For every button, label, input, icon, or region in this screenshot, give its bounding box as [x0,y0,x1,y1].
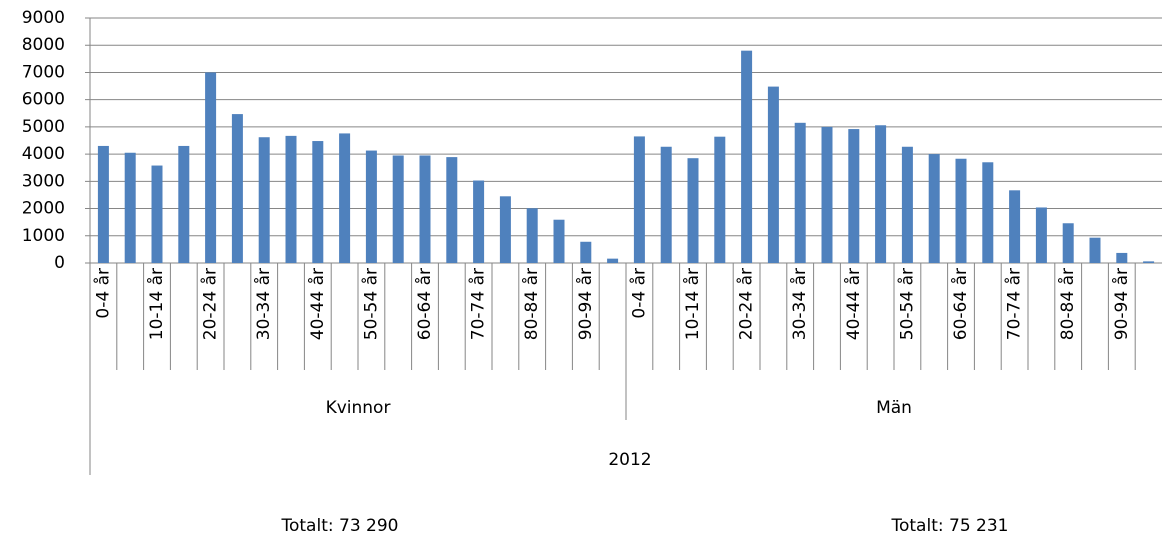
bar [446,157,458,263]
group-label: Kvinnor [326,398,391,418]
bar [955,158,967,263]
bar [124,152,136,263]
x-tick-label: 30-34 år [789,268,810,340]
x-tick-label: 50-54 år [360,268,381,340]
y-tick-label: 5000 [22,117,65,137]
y-tick-label: 0 [54,253,65,273]
bar [660,146,672,263]
bar [312,141,324,263]
bar [901,146,913,263]
x-tick-label: 30-34 år [253,268,274,340]
bar [741,50,753,263]
bar [499,196,511,263]
y-tick-label: 2000 [22,199,65,219]
x-tick-label: 80-84 år [1057,268,1078,340]
x-tick-label: 0-4 år [628,268,649,319]
bar [767,86,779,263]
annotation: Totalt: 73 290 [281,516,399,536]
x-tick-label: 60-64 år [950,268,971,340]
x-tick-label: 10-14 år [146,268,167,340]
y-tick-label: 1000 [22,226,65,246]
bar [205,72,217,263]
bar [392,155,404,263]
bar [178,145,190,263]
bar [1009,190,1021,263]
bar [928,154,940,263]
bar [365,150,377,263]
x-tick-label: 20-24 år [200,268,221,340]
bar [151,165,163,263]
bar [633,136,645,263]
bar [848,129,860,263]
x-tick-label: 20-24 år [736,268,757,340]
x-tick-label: 90-94 år [575,268,596,340]
bar [97,145,109,263]
bar [821,126,833,263]
bar [419,155,431,263]
bar [285,135,297,263]
x-tick-label: 50-54 år [896,268,917,340]
bar [875,125,887,263]
y-tick-label: 6000 [22,90,65,110]
bar [794,122,806,263]
bar [258,137,270,263]
bar [339,133,351,263]
bar [1116,252,1128,263]
x-tick-label: 70-74 år [468,268,489,340]
x-tick-label: 60-64 år [414,268,435,340]
x-tick-label: 10-14 år [682,268,703,340]
x-tick-label: 80-84 år [521,268,542,340]
bar [1062,223,1074,263]
bar [714,136,726,263]
x-tick-label: 90-94 år [1111,268,1132,340]
group-label: 2012 [608,450,651,470]
bar [607,258,619,263]
x-tick-label: 40-44 år [307,268,328,340]
y-tick-label: 8000 [22,35,65,55]
bar [580,241,592,263]
bar [526,208,538,263]
bar [1089,237,1101,263]
bar [473,180,485,263]
group-label: Män [876,398,912,418]
bar [231,114,243,263]
annotation: Totalt: 75 231 [891,516,1009,536]
bar [1035,207,1047,263]
y-tick-label: 4000 [22,144,65,164]
bar [1143,261,1155,263]
x-tick-label: 70-74 år [1004,268,1025,340]
y-tick-label: 9000 [22,8,65,28]
bar [982,162,994,263]
bar [687,158,699,263]
y-tick-label: 7000 [22,62,65,82]
x-tick-label: 0-4 år [92,268,113,319]
y-tick-label: 3000 [22,171,65,191]
bar [553,219,565,263]
x-tick-label: 40-44 år [843,268,864,340]
